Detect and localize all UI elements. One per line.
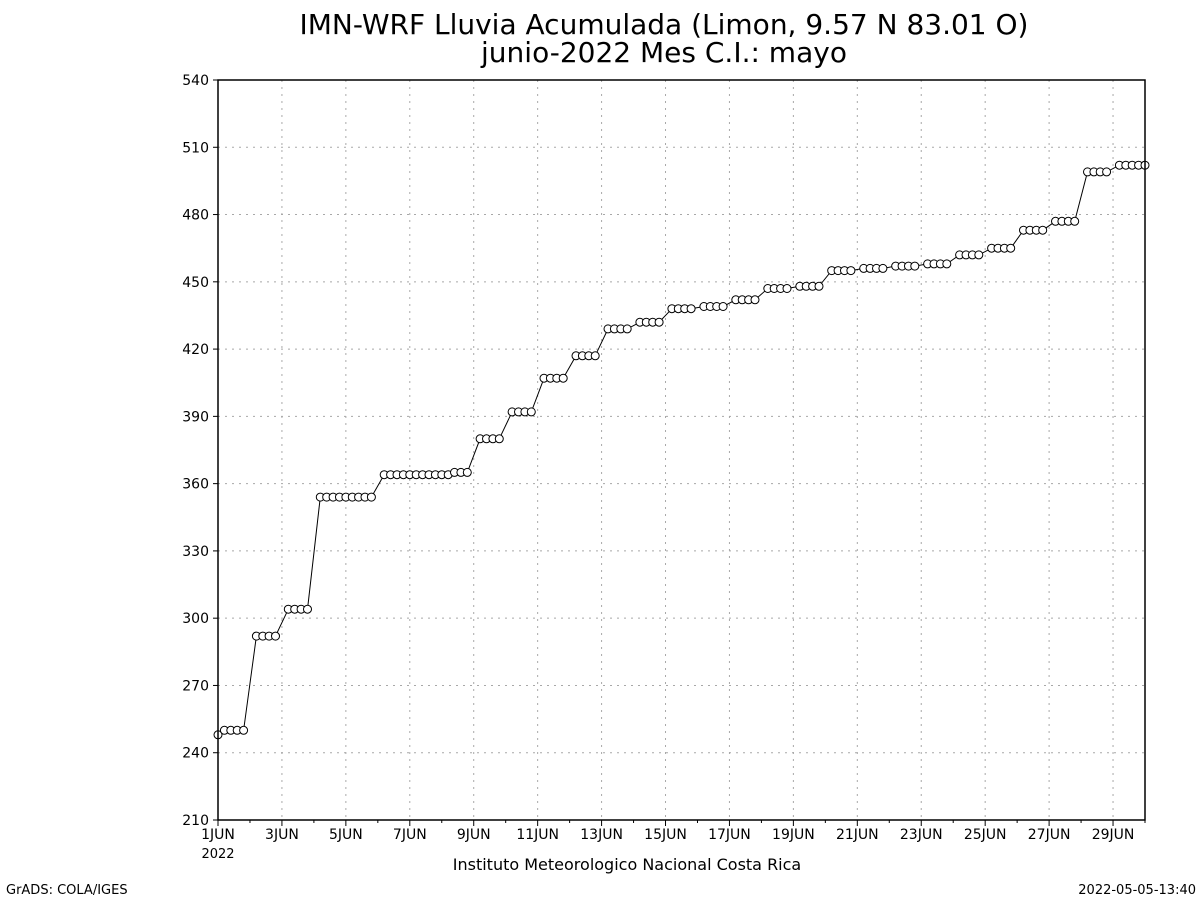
x-tick-label: 21JUN [836,827,879,843]
x-tick-label: 29JUN [1092,827,1135,843]
data-point [271,631,280,641]
data-point [910,261,920,271]
x-tick-label: 3JUN [265,827,299,843]
timestamp: 2022-05-05-13:40 [1078,883,1196,898]
data-point [1102,167,1112,177]
x-tick-label: 15JUN [644,827,687,843]
data-point [462,467,472,477]
data-point [782,284,792,293]
series-accumulated-rain [213,160,1150,740]
y-tick-label: 330 [182,544,209,560]
x-tick-label: 23JUN [900,827,943,843]
data-point [718,302,728,311]
data-point [526,407,536,417]
y-axis: 210 240 270 300 330 360 390 420 450 480 510 540 [182,73,218,829]
data-point [1070,216,1080,226]
data-point [686,304,696,314]
x-tick-label: 11JUN [516,827,559,843]
data-point [750,295,760,305]
institution-label: Instituto Meteorologico Nacional Costa R… [453,855,801,874]
plot-frame [217,79,1146,821]
x-tick-label: 1JUN [201,827,235,843]
y-tick-label: 480 [182,208,209,224]
data-point [1038,225,1048,235]
data-point [654,317,664,327]
y-tick-label: 390 [182,409,209,425]
data-point [974,250,984,260]
x-tick-label: 5JUN [329,827,363,843]
x-tick-label: 13JUN [580,827,623,843]
data-point [622,324,632,334]
y-tick-label: 240 [182,746,209,762]
y-tick-label: 210 [182,813,209,829]
x-tick-label: 25JUN [964,827,1007,843]
y-tick-label: 510 [182,140,209,156]
data-point [239,725,249,735]
x-tick-label: 7JUN [393,827,427,843]
x-tick-label: 9JUN [457,827,491,843]
data-point [846,266,856,276]
x-tick-label: 17JUN [708,827,751,843]
data-point [366,492,376,502]
x-axis-sublabel-year: 2022 [201,847,234,862]
y-tick-label: 300 [182,611,209,627]
x-axis: 1JUN 3JUN 5JUN 7JUN 9JUN 11JUN 13JUN 15JUN 17JUN… [201,820,1146,843]
x-tick-label: 19JUN [772,827,815,843]
data-point [558,373,568,383]
data-point [814,281,824,291]
data-point [878,263,888,273]
grads-credit: GrADS: COLA/IGES [6,883,128,898]
x-tick-label: 27JUN [1028,827,1071,843]
grid-lines [218,80,1145,820]
data-point [1006,243,1016,253]
y-tick-label: 270 [182,678,209,694]
chart-subtitle: junio-2022 Mes C.I.: mayo [480,36,847,69]
data-point [942,259,952,269]
data-point [303,604,312,614]
y-tick-label: 540 [182,73,209,89]
data-point [494,434,504,444]
y-tick-label: 360 [182,477,209,493]
y-tick-label: 450 [182,275,209,291]
data-point [590,351,600,361]
chart-title: IMN-WRF Lluvia Acumulada (Limon, 9.57 N … [300,8,1029,41]
y-tick-label: 420 [182,342,209,358]
